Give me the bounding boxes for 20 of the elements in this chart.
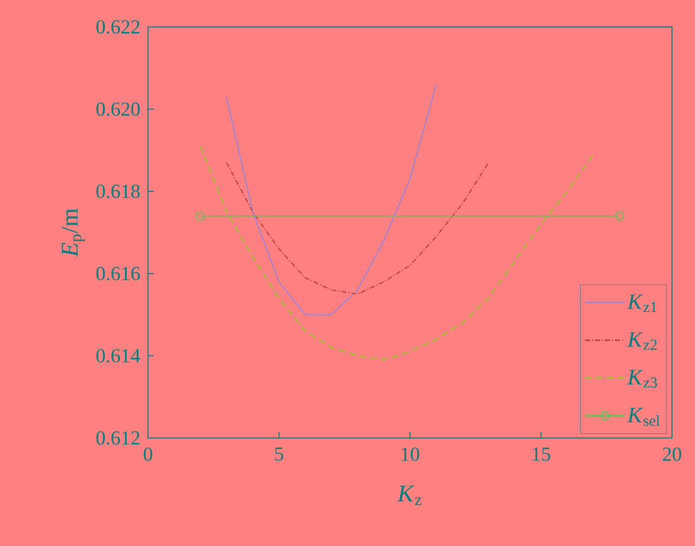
- line-series: [200, 146, 594, 360]
- y-tick-label: 0.620: [96, 102, 140, 116]
- legend-label: K$_{z1}$: [627, 294, 657, 312]
- line-series: [226, 84, 437, 316]
- y-tick-label: 0.616: [96, 266, 140, 280]
- legend-label: K$_{sel}$: [627, 408, 660, 426]
- line-series: [226, 162, 490, 295]
- legend-label: K$_{z3}$: [627, 370, 657, 388]
- x-axis-title: K$_{z}$: [397, 486, 422, 506]
- x-tick-label: 20: [662, 447, 682, 461]
- x-tick-label: 5: [275, 447, 284, 461]
- x-tick-label: 0: [144, 447, 152, 461]
- y-tick-label: 0.612: [96, 431, 140, 445]
- x-tick-label: 15: [532, 447, 550, 461]
- y-tick-label: 0.618: [96, 184, 140, 198]
- y-tick-label: 0.622: [96, 20, 140, 34]
- legend-label: K$_{z2}$: [627, 332, 657, 350]
- y-axis-title: E$_{p}$/m: [62, 208, 85, 258]
- x-tick-label: 10: [402, 447, 420, 461]
- y-tick-label: 0.614: [96, 349, 140, 363]
